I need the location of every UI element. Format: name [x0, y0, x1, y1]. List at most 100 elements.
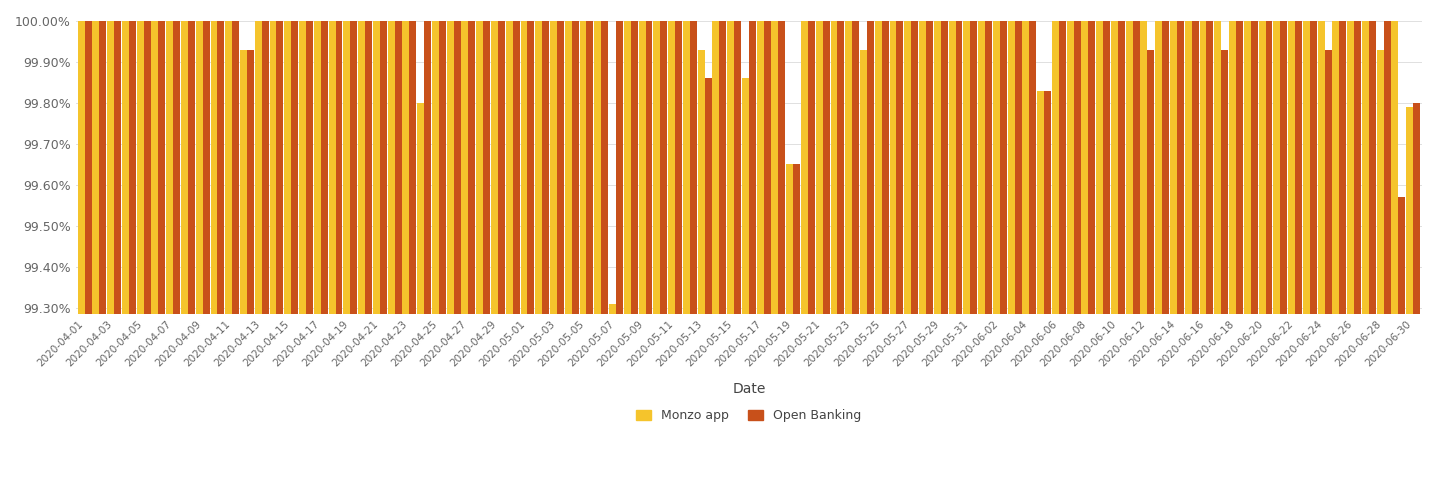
Bar [129, 21, 137, 314]
Bar [1147, 50, 1154, 314]
Bar [904, 21, 911, 314]
Bar [1132, 21, 1140, 314]
Bar [601, 21, 608, 314]
Bar [433, 21, 438, 314]
Bar [1184, 21, 1191, 314]
Bar [1229, 21, 1236, 314]
Bar [979, 21, 984, 314]
Bar [144, 21, 151, 314]
Bar [306, 21, 313, 314]
Bar [867, 21, 874, 314]
Bar [1339, 21, 1346, 314]
Bar [1288, 21, 1295, 314]
Bar [92, 21, 99, 314]
Bar [358, 21, 365, 314]
Bar [1354, 21, 1361, 314]
Bar [1214, 21, 1221, 314]
Bar [203, 21, 210, 314]
Bar [454, 21, 461, 314]
Bar [513, 21, 520, 314]
Bar [1177, 21, 1184, 314]
Bar [195, 21, 203, 314]
Bar [1398, 198, 1405, 314]
Bar [1309, 21, 1316, 314]
Bar [800, 21, 808, 314]
Bar [948, 21, 956, 314]
Bar [1236, 21, 1243, 314]
Bar [859, 50, 867, 314]
Bar [1250, 21, 1257, 314]
Bar [1303, 21, 1309, 314]
Bar [1266, 21, 1273, 314]
Bar [757, 21, 763, 314]
Bar [270, 21, 276, 314]
Bar [1207, 21, 1213, 314]
Bar [343, 21, 351, 314]
Bar [609, 304, 616, 314]
Bar [793, 164, 800, 314]
Bar [713, 21, 720, 314]
Bar [852, 21, 859, 314]
Bar [1244, 21, 1250, 314]
Bar [1066, 21, 1073, 314]
Bar [85, 21, 92, 314]
Bar [262, 21, 269, 314]
Bar [645, 21, 652, 314]
Bar [720, 21, 726, 314]
Bar [276, 21, 283, 314]
Bar [226, 21, 233, 314]
Bar [925, 21, 933, 314]
Bar [875, 21, 882, 314]
Bar [447, 21, 454, 314]
Bar [1155, 21, 1163, 314]
Bar [483, 21, 490, 314]
Bar [468, 21, 476, 314]
Bar [372, 21, 379, 314]
Bar [963, 21, 970, 314]
Bar [1325, 50, 1332, 314]
Bar [217, 21, 224, 314]
Bar [351, 21, 358, 314]
Bar [1332, 21, 1339, 314]
Bar [616, 21, 624, 314]
Bar [1029, 21, 1036, 314]
Bar [734, 21, 741, 314]
Bar [1125, 21, 1132, 314]
Bar [497, 21, 504, 314]
Bar [210, 21, 217, 314]
Bar [1369, 21, 1375, 314]
Bar [491, 21, 497, 314]
Bar [1200, 21, 1207, 314]
Bar [1280, 21, 1288, 314]
Bar [831, 21, 838, 314]
Bar [313, 21, 320, 314]
Bar [838, 21, 845, 314]
Bar [727, 21, 734, 314]
Bar [1318, 21, 1325, 314]
Bar [1170, 21, 1177, 314]
Bar [417, 103, 424, 314]
Bar [822, 21, 829, 314]
Bar [535, 21, 542, 314]
Bar [654, 21, 660, 314]
Bar [108, 21, 114, 314]
Bar [167, 21, 174, 314]
Bar [1038, 91, 1045, 314]
Legend: Monzo app, Open Banking: Monzo app, Open Banking [631, 404, 867, 427]
Bar [402, 21, 410, 314]
Bar [550, 21, 558, 314]
Bar [99, 21, 106, 314]
Bar [1045, 91, 1050, 314]
Bar [772, 21, 779, 314]
Bar [254, 21, 262, 314]
Bar [779, 21, 786, 314]
Bar [690, 21, 697, 314]
Bar [786, 164, 793, 314]
Bar [1191, 21, 1198, 314]
Bar [660, 21, 667, 314]
Bar [1088, 21, 1095, 314]
Bar [247, 50, 254, 314]
Bar [476, 21, 483, 314]
Bar [1391, 21, 1398, 314]
X-axis label: Date: Date [733, 382, 766, 396]
